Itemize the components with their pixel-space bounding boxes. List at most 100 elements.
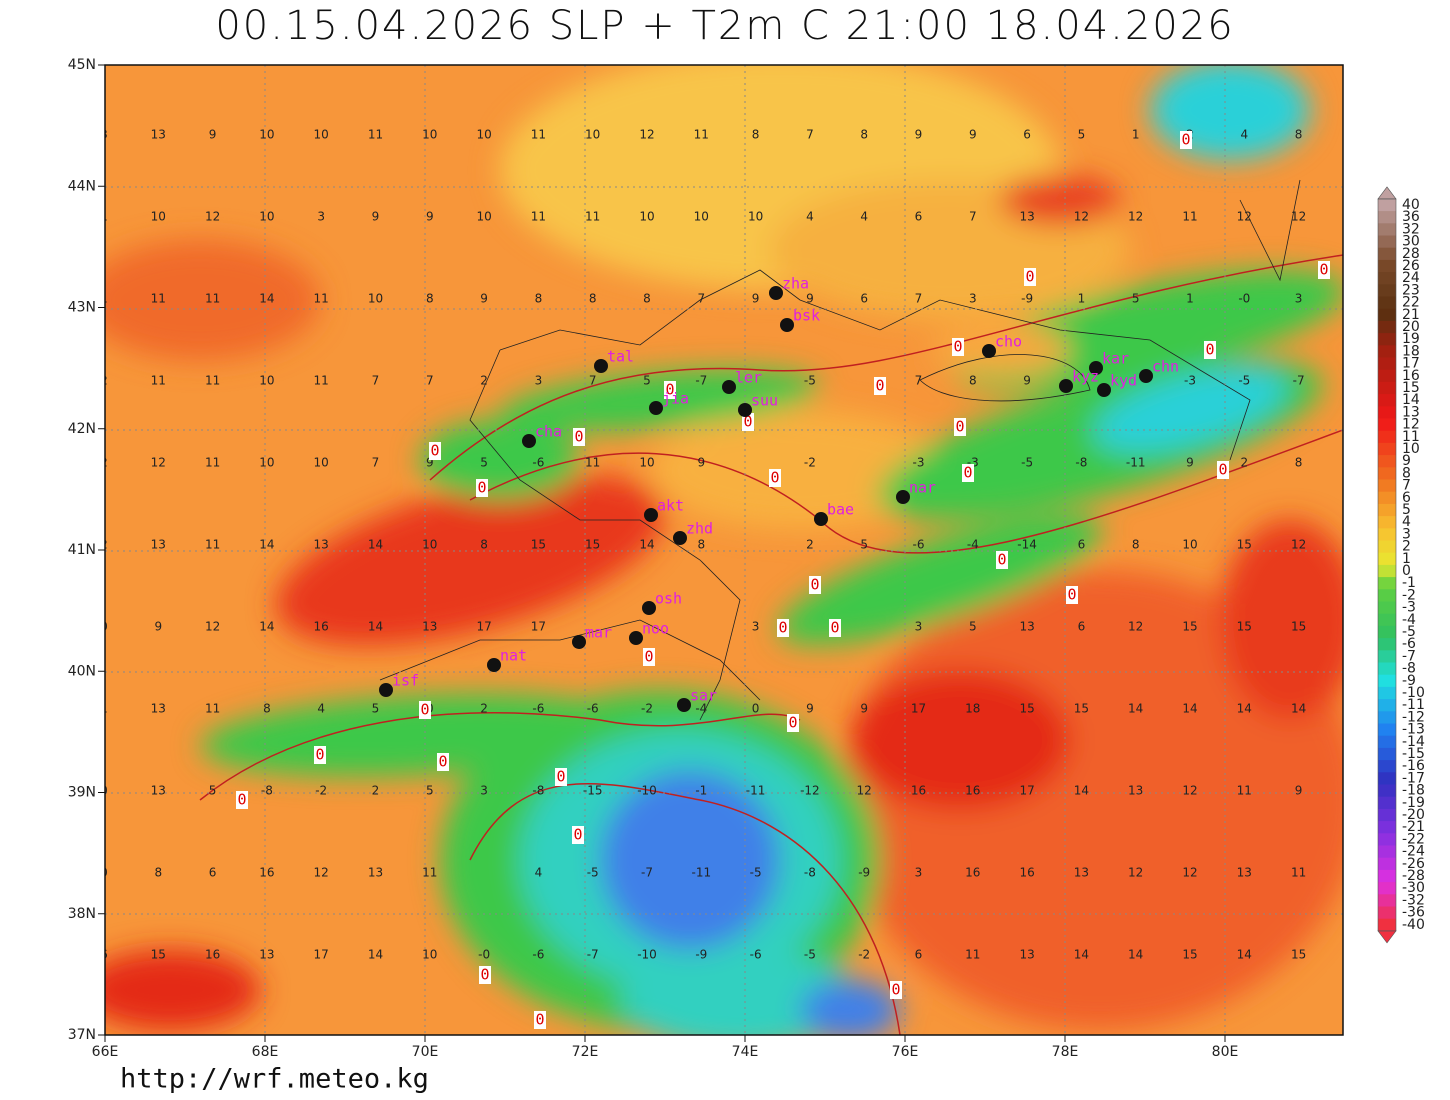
grid-value: 8 bbox=[589, 292, 597, 306]
grid-value: 7 bbox=[426, 374, 434, 388]
colorbar-swatch bbox=[1378, 662, 1396, 676]
grid-value: 0 bbox=[752, 702, 760, 716]
colorbar-label: -1 bbox=[1402, 575, 1416, 591]
city-marker bbox=[522, 434, 536, 448]
grid-value: 12 bbox=[1182, 866, 1197, 880]
colorbar-label: 5 bbox=[1402, 502, 1411, 518]
grid-value: 11 bbox=[585, 210, 600, 224]
grid-value: 8 bbox=[860, 128, 868, 142]
grid-value: 10 bbox=[694, 210, 709, 224]
grid-value: 12 bbox=[1291, 210, 1306, 224]
contour-label-box bbox=[777, 619, 789, 637]
grid-value: 3 bbox=[480, 784, 488, 798]
contour-label: 0 bbox=[1025, 268, 1034, 286]
colorbar-swatch bbox=[1378, 394, 1396, 407]
grid-value: -10 bbox=[637, 784, 657, 798]
grid-value: 7 bbox=[697, 292, 705, 306]
grid-value: 9 bbox=[915, 128, 923, 142]
contour-label: 0 bbox=[665, 381, 674, 399]
grid-value: 13 bbox=[151, 702, 166, 716]
contour-label-box bbox=[534, 1011, 546, 1029]
colorbar-swatch bbox=[1378, 418, 1396, 432]
colorbar-swatch bbox=[1378, 674, 1396, 688]
colorbar-swatch bbox=[1378, 613, 1396, 627]
x-tick-label: 72E bbox=[572, 1044, 599, 1060]
colorbar-label: -3 bbox=[1402, 600, 1416, 616]
grid-value: 13 bbox=[422, 620, 437, 634]
grid-value: 15 bbox=[585, 538, 600, 552]
grid-value: 14 bbox=[259, 620, 274, 634]
grid-value: -2 bbox=[804, 456, 816, 470]
grid-value: 16 bbox=[1019, 866, 1034, 880]
grid-value: -11 bbox=[746, 784, 766, 798]
city-label: kyd bbox=[1110, 372, 1137, 390]
colorbar-top-arrow bbox=[1377, 186, 1397, 200]
grid-value: 17 bbox=[314, 948, 329, 962]
grid-value: -7 bbox=[641, 866, 653, 880]
colorbar-label: -22 bbox=[1402, 831, 1425, 847]
colorbar-label: 17 bbox=[1402, 356, 1420, 372]
contour-label-box bbox=[419, 701, 431, 719]
grid-value: 14 bbox=[368, 948, 383, 962]
grid-value: 14 bbox=[1237, 702, 1252, 716]
contour-label-box bbox=[1217, 461, 1229, 479]
grid-value: 9 bbox=[697, 456, 705, 470]
grid-value: -2 bbox=[858, 948, 870, 962]
colorbar-label: 32 bbox=[1402, 221, 1420, 237]
city-label: mar bbox=[585, 624, 612, 642]
colorbar-label: -15 bbox=[1402, 746, 1425, 762]
city-label: jia bbox=[662, 390, 689, 408]
grid-value: 0 bbox=[100, 866, 108, 880]
contour-label: 0 bbox=[644, 648, 653, 666]
contour-label: 0 bbox=[1067, 586, 1076, 604]
grid-value: 6 bbox=[209, 866, 217, 880]
y-tick-label: 38N bbox=[68, 906, 96, 922]
contour-label-box bbox=[572, 826, 584, 844]
x-tick-label: 70E bbox=[412, 1044, 439, 1060]
city-label: zha bbox=[782, 275, 809, 293]
grid-value: 15 bbox=[1291, 948, 1306, 962]
grid-value: 6 bbox=[915, 948, 923, 962]
grid-value: 15 bbox=[1182, 620, 1197, 634]
colorbar-swatch bbox=[1378, 760, 1396, 773]
colorbar-swatch bbox=[1378, 430, 1396, 444]
grid-value: -2 bbox=[641, 702, 653, 716]
grid-value: -7 bbox=[1293, 374, 1305, 388]
colorbar-swatch bbox=[1378, 735, 1396, 749]
city-label: suu bbox=[751, 392, 778, 410]
grid-value: -4 bbox=[967, 538, 979, 552]
grid-value: 8 bbox=[1295, 456, 1303, 470]
grid-value: 13 bbox=[1019, 210, 1034, 224]
grid-value: 2 bbox=[100, 374, 108, 388]
grid-value: 8 bbox=[697, 538, 705, 552]
colorbar-swatch bbox=[1378, 369, 1396, 383]
colorbar-label: -16 bbox=[1402, 758, 1425, 774]
contour-label-box bbox=[829, 619, 841, 637]
contour-label: 0 bbox=[891, 981, 900, 999]
grid-value: -2 bbox=[315, 784, 327, 798]
grid-value: 5 bbox=[1132, 292, 1140, 306]
colorbar-label: 18 bbox=[1402, 343, 1420, 359]
colorbar-swatch bbox=[1378, 503, 1396, 517]
city-label: kyz bbox=[1072, 368, 1099, 386]
grid-value: 12 bbox=[205, 210, 220, 224]
city-marker bbox=[644, 508, 658, 522]
grid-value: 14 bbox=[1128, 702, 1143, 716]
grid-value: 5 bbox=[209, 784, 217, 798]
colorbar-label: 14 bbox=[1402, 392, 1420, 408]
grid-value: 7 bbox=[915, 374, 923, 388]
colorbar-label: -13 bbox=[1402, 722, 1425, 738]
colorbar-label: -17 bbox=[1402, 770, 1425, 786]
colorbar-swatch bbox=[1378, 772, 1396, 785]
grid-value: 11 bbox=[1237, 784, 1252, 798]
y-tick-label: 45N bbox=[68, 57, 96, 73]
grid-value: 7 bbox=[969, 210, 977, 224]
grid-value: 3 bbox=[317, 210, 325, 224]
grid-value: 16 bbox=[259, 866, 274, 880]
colorbar-swatch bbox=[1378, 516, 1396, 529]
city-label: zhd bbox=[686, 520, 713, 538]
city-label: akt bbox=[657, 497, 684, 515]
city-marker bbox=[1059, 379, 1073, 393]
grid-value: 4 bbox=[317, 702, 325, 716]
